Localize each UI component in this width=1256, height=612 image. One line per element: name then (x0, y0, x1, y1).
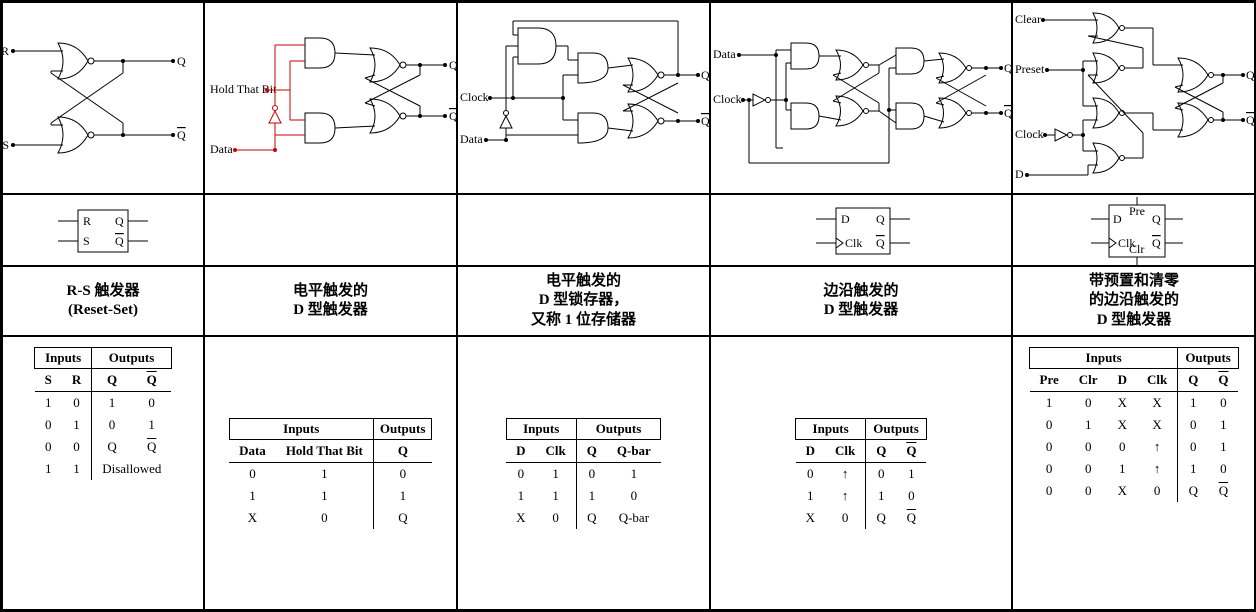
table-5-cell: InputsOutputsPreClrDClkQQ10XX1001XX01000… (1012, 336, 1256, 610)
svg-text:Q: Q (876, 212, 885, 226)
col3-symbol-empty (457, 194, 710, 266)
label-data3: Data (460, 132, 483, 146)
dlatch-clock-circuit-cell: Q Q Clock Data (457, 2, 710, 194)
title-2: 电平触发的 D 型触发器 (204, 266, 457, 336)
label-S: S (3, 138, 9, 152)
label-Qb: Q (177, 128, 186, 142)
rs-circuit-svg: R S Q Q (3, 3, 203, 193)
table-4-cell: InputsOutputsDClkQQ0↑011↑10X0QQ (710, 336, 1012, 610)
svg-text:Q: Q (1152, 212, 1161, 226)
svg-text:Clock: Clock (1015, 127, 1044, 141)
table-2-cell: InputsOutputsDataHold That BitQ010111X0Q (204, 336, 457, 610)
title-4: 边沿触发的 D 型触发器 (710, 266, 1012, 336)
edge-dff-circuit-cell: Data Clock (710, 2, 1012, 194)
svg-text:D: D (841, 212, 850, 226)
svg-text:Q: Q (701, 68, 709, 82)
preclr-dff-svg: Clear Preset Clock D Q Q (1013, 3, 1255, 193)
svg-text:Q: Q (1246, 68, 1255, 82)
svg-text:Preset: Preset (1015, 62, 1045, 76)
svg-text:Q: Q (1004, 61, 1011, 75)
svg-text:Clear: Clear (1015, 12, 1041, 26)
rs-circuit-cell: R S Q Q (2, 2, 204, 194)
svg-text:Clock: Clock (713, 92, 742, 106)
title-5: 带预置和清零 的边沿触发的 D 型触发器 (1012, 266, 1256, 336)
dlatch-hold-circuit-cell: Q Q Hold That Bit Data (204, 2, 457, 194)
svg-text:S: S (83, 234, 90, 248)
label-Q2: Q (449, 58, 456, 72)
col2-symbol-empty (204, 194, 457, 266)
dlatch-hold-svg: Q Q Hold That Bit Data (205, 3, 456, 193)
label-Q: Q (177, 54, 186, 68)
title-1: R-S 触发器 (Reset-Set) (2, 266, 204, 336)
svg-text:Clk: Clk (1118, 236, 1135, 250)
edge-symbol-cell: D Clk Q Q (710, 194, 1012, 266)
svg-text:Q: Q (876, 236, 885, 250)
svg-text:Q: Q (115, 234, 124, 248)
svg-text:Pre: Pre (1129, 204, 1145, 218)
table-3-cell: InputsOutputsDClkQQ-bar01011110X0QQ-bar (457, 336, 710, 610)
edge-dff-svg: Data Clock (711, 3, 1011, 193)
svg-text:Data: Data (713, 47, 736, 61)
label-data2: Data (210, 142, 233, 156)
truth-table: InputsOutputsDClkQQ0↑011↑10X0QQ (795, 418, 927, 529)
preclr-dff-circuit-cell: Clear Preset Clock D Q Q (1012, 2, 1256, 194)
preclr-symbol-cell: Pre Clr D Clk Q Q (1012, 194, 1256, 266)
truth-table: InputsOutputsPreClrDClkQQ10XX1001XX01000… (1029, 347, 1239, 502)
truth-table: InputsOutputsSRQQ1010010100QQ11Disallowe… (34, 347, 172, 480)
truth-table: InputsOutputsDClkQQ-bar01011110X0QQ-bar (506, 418, 662, 529)
svg-text:Q: Q (115, 214, 124, 228)
table-1-cell: InputsOutputsSRQQ1010010100QQ11Disallowe… (2, 336, 204, 610)
svg-text:Q: Q (1152, 236, 1161, 250)
svg-text:Clk: Clk (845, 236, 862, 250)
svg-text:Q: Q (1246, 113, 1255, 127)
title-3: 电平触发的 D 型锁存器， 又称 1 位存储器 (457, 266, 710, 336)
label-clock3: Clock (460, 90, 489, 104)
dlatch-clock-svg: Q Q Clock Data (458, 3, 709, 193)
truth-table: InputsOutputsDataHold That BitQ010111X0Q (229, 418, 433, 529)
rs-symbol-cell: R S Q Q (2, 194, 204, 266)
svg-text:D: D (1015, 167, 1024, 181)
label-R: R (3, 44, 9, 58)
svg-text:Q: Q (701, 114, 709, 128)
svg-text:Q: Q (1004, 106, 1011, 120)
flip-flop-comparison-sheet: R S Q Q (0, 0, 1256, 612)
svg-text:Q: Q (449, 109, 456, 123)
svg-text:D: D (1113, 212, 1122, 226)
svg-text:R: R (83, 214, 91, 228)
